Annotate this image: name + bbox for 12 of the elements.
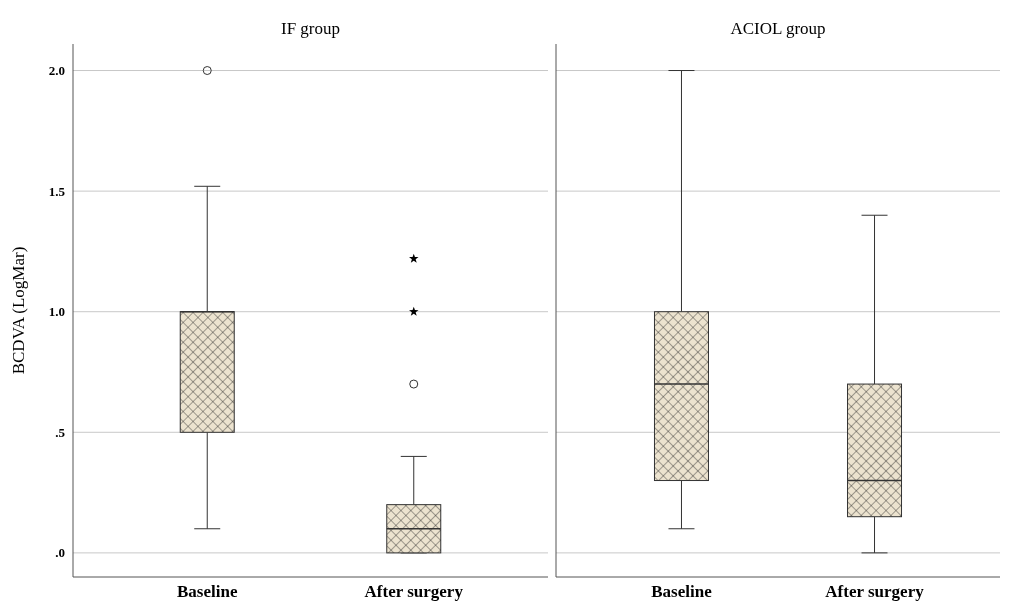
x-tick-label: Baseline [651,582,713,601]
y-tick-label: 1.0 [48,304,65,320]
x-tick-label: Baseline [177,582,238,601]
x-tick-label: After surgery [364,582,464,601]
x-tick-label: After surgery [825,582,925,601]
y-axis-title: BCDVA (LogMar) [9,246,28,375]
y-tick-label: 2.0 [48,63,65,79]
y-tick-label: .5 [55,424,66,440]
y-tick-label: .0 [55,545,65,561]
y-tick-label: 1.5 [48,183,66,199]
chart-title: ACIOL group [730,19,826,38]
chart-title: IF group [280,19,341,38]
